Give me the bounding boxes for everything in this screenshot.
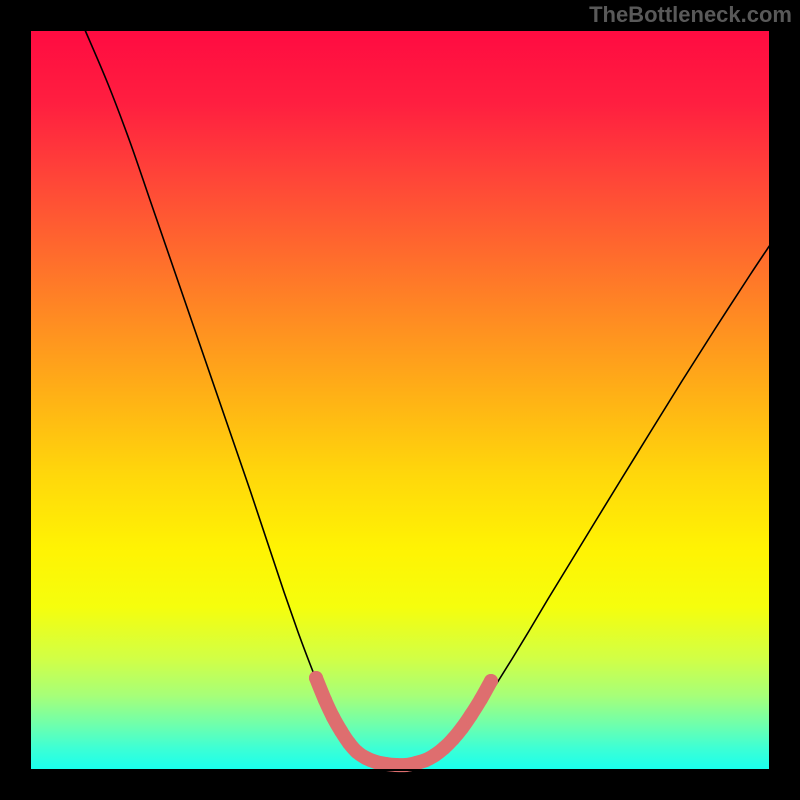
plot-background [30,30,770,770]
sweet-spot-marker [446,732,460,746]
sweet-spot-marker [455,721,469,735]
sweet-spot-marker [318,693,332,707]
sweet-spot-marker [464,708,478,722]
sweet-spot-marker [326,710,340,724]
bottleneck-chart [0,0,800,800]
sweet-spot-marker [484,674,498,688]
chart-container: TheBottleneck.com [0,0,800,800]
sweet-spot-marker [334,724,348,738]
sweet-spot-marker [309,671,323,685]
watermark-text: TheBottleneck.com [589,2,792,28]
sweet-spot-marker [474,692,488,706]
